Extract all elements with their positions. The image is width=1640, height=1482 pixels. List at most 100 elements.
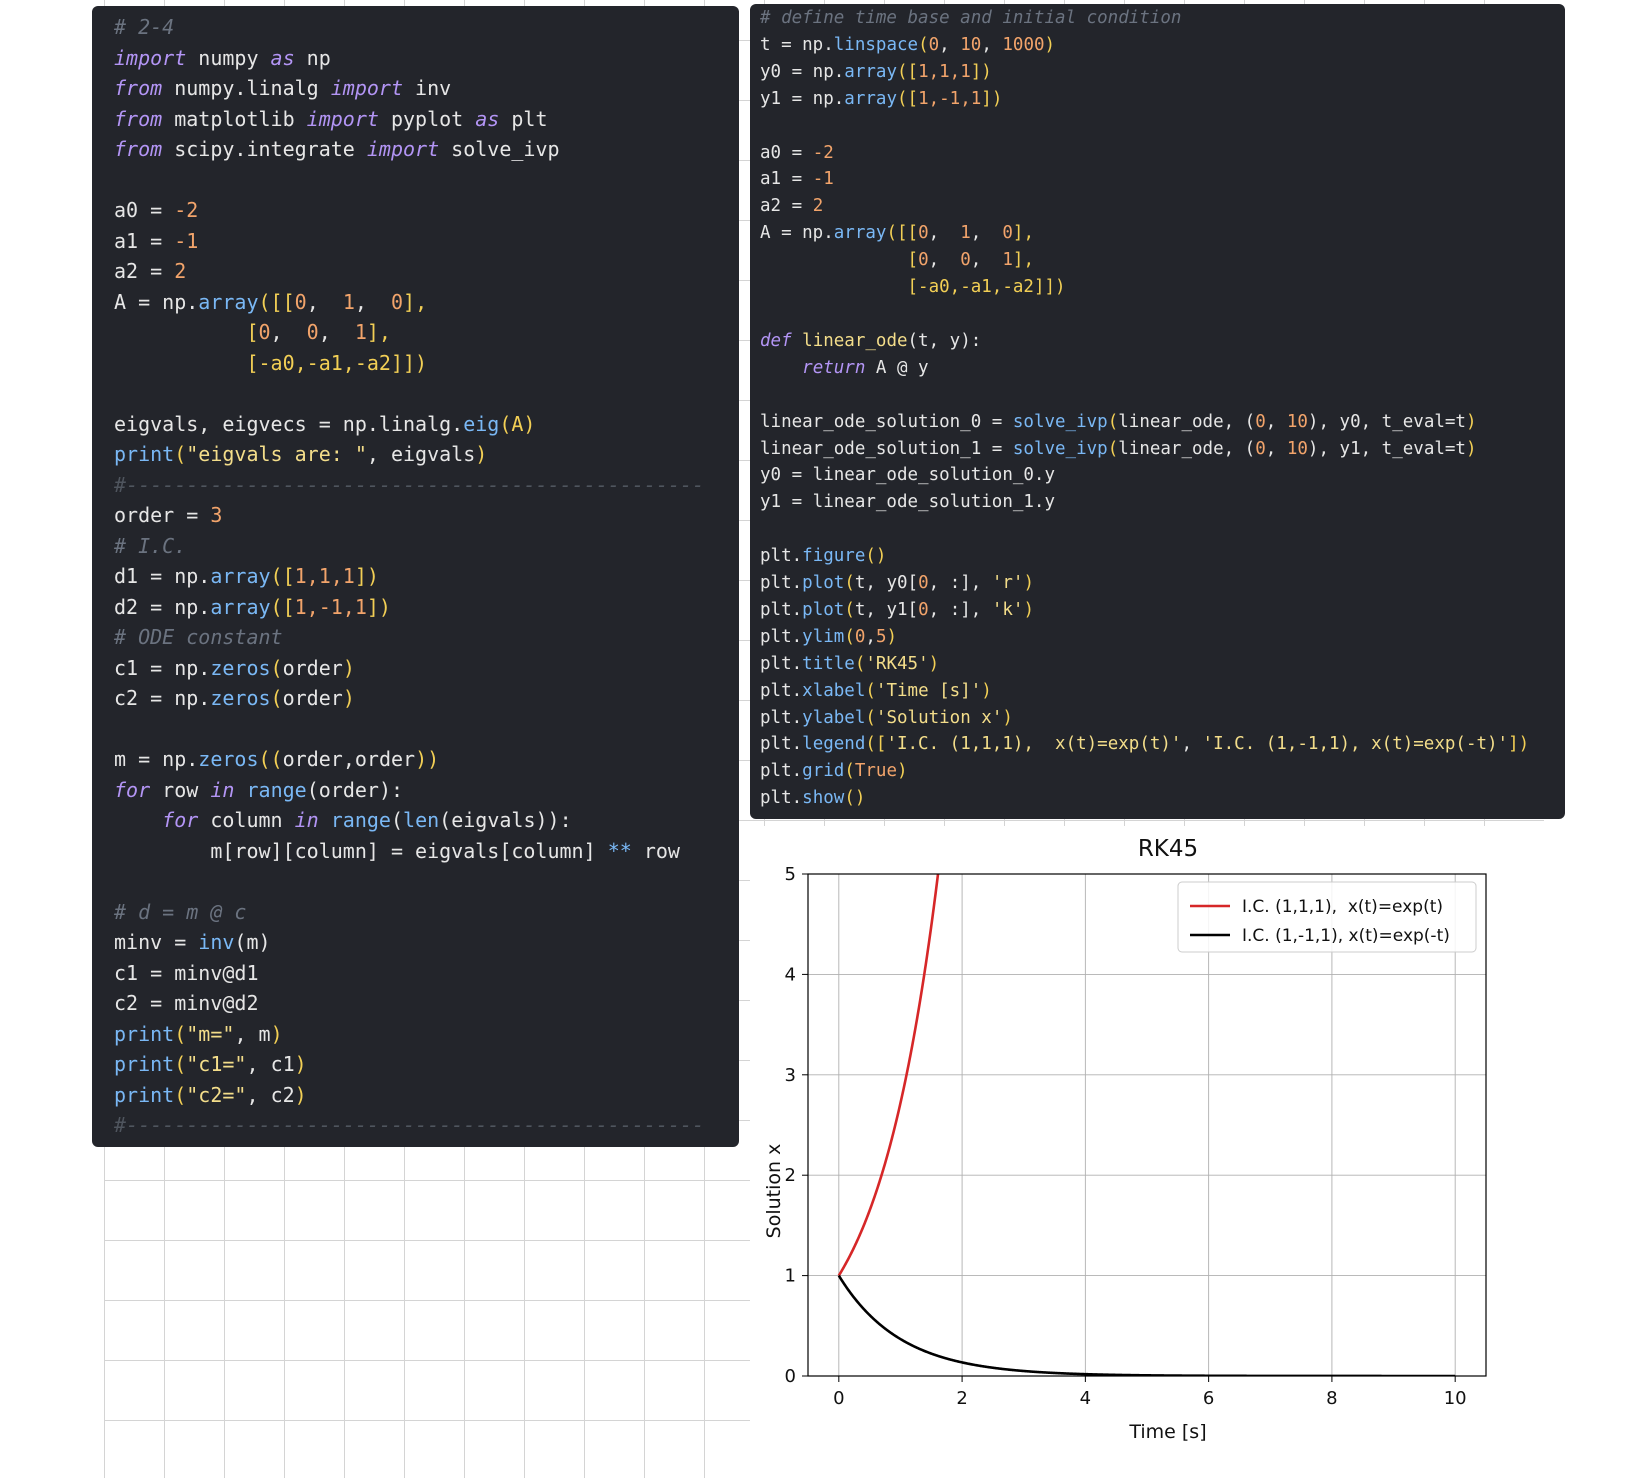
code-token: t = np. [760, 34, 834, 55]
code-token: c1 = np. [114, 655, 211, 680]
code-token: ylabel [802, 707, 866, 728]
y-tick-label: 1 [785, 1266, 796, 1287]
code-token: import [114, 45, 187, 70]
code-token: a0 = [114, 198, 175, 222]
code-line: #---------------------------------------… [114, 1110, 739, 1141]
left-code-panel: # 2-4 import numpy as np from numpy.linalg… [92, 6, 739, 1147]
code-token: ) [886, 626, 898, 647]
code-token: ]) [354, 564, 379, 588]
code-line: plt.ylim(0,5) [760, 624, 1565, 651]
code-token: a2 = [114, 259, 175, 283]
code-token: A = np. [114, 289, 199, 314]
code-token: (m) [234, 930, 271, 954]
legend-label: I.C. (1,1,1), x(t)=exp(t) [1242, 897, 1443, 917]
code-line: a2 = 2 [760, 193, 1565, 220]
code-token: 2 [812, 196, 824, 217]
code-token: ]) [1508, 734, 1530, 755]
code-token: ( [844, 573, 855, 594]
code-token: , [928, 250, 961, 271]
code-token: ], [1012, 250, 1034, 271]
code-token: (( [258, 747, 283, 771]
code-token: order,order [282, 747, 416, 771]
code-token: ( [174, 1052, 187, 1076]
code-token: linear_ode_solution_1 = [760, 438, 1013, 459]
code-token: ( [865, 707, 876, 728]
code-line: [0, 0, 1], [114, 317, 739, 348]
code-token: print [114, 1021, 175, 1046]
code-token: ( [1107, 411, 1119, 432]
code-token: 0 [918, 250, 929, 271]
code-line: plt.plot(t, y1[0, :], 'k') [760, 597, 1565, 624]
code-line: y0 = linear_ode_solution_0.y [760, 462, 1565, 489]
code-token: y0 = linear_ode_solution_0.y [760, 465, 1056, 486]
code-token: 1000 [1002, 34, 1045, 55]
code-line: import numpy as np [114, 43, 739, 74]
code-token: 'Time [s]' [875, 680, 982, 701]
code-token: plt. [760, 653, 803, 674]
code-token: ) [981, 680, 992, 701]
code-token: 0 [390, 289, 404, 314]
code-line: y1 = np.array([1,-1,1]) [760, 86, 1565, 113]
code-token: 0 [258, 320, 271, 344]
code-token: 10 [1286, 411, 1308, 432]
code-line [114, 714, 739, 745]
code-line: c2 = np.zeros(order) [114, 683, 739, 714]
code-token: , :], [928, 599, 992, 620]
code-line [760, 516, 1565, 543]
code-token: , [1265, 411, 1287, 432]
code-token: , [270, 320, 307, 344]
y-tick-label: 2 [785, 1165, 796, 1186]
code-token: y1 = np. [760, 88, 845, 109]
code-line: y0 = np.array([1,1,1]) [760, 59, 1565, 86]
code-token: 0 [918, 573, 929, 594]
code-token: numpy.linalg [162, 76, 331, 100]
code-token: ([ [270, 564, 295, 588]
code-token: ( [854, 653, 866, 674]
code-line: # ODE constant [114, 622, 739, 653]
chart-title: RK45 [1138, 836, 1198, 862]
code-token: 2 [174, 259, 187, 283]
code-token: 1,1,1 [918, 61, 971, 82]
code-token: order = [114, 503, 211, 527]
code-token: , [865, 626, 876, 647]
code-token: 0 [854, 626, 866, 647]
chart-ticks: 0 2 4 6 8 10 0 1 2 3 4 5 [785, 864, 1467, 1409]
code-token: , [318, 320, 355, 344]
code-token: , [928, 223, 961, 244]
code-token: ) [475, 442, 488, 466]
code-line: plt.grid(True) [760, 758, 1565, 785]
code-token: "m=" [186, 1021, 235, 1046]
code-token: , c2 [246, 1082, 295, 1107]
code-token: array [844, 88, 897, 109]
code-token: ylim [802, 626, 845, 647]
code-line: def linear_ode(t, y): [760, 328, 1565, 355]
code-token: solve_ivp [439, 137, 560, 161]
legend-label: I.C. (1,-1,1), x(t)=exp(-t) [1242, 926, 1450, 946]
code-token: t, y0[ [854, 573, 919, 594]
code-token: ], [403, 289, 428, 314]
code-token: ([ [270, 594, 295, 619]
code-token: -1 [812, 169, 834, 190]
code-token [760, 250, 908, 270]
code-token: order [282, 686, 343, 710]
code-token: ( [270, 655, 283, 680]
code-token: plt. [760, 599, 803, 620]
code-token: 1,1,1 [294, 564, 355, 588]
code-token: ) [1044, 34, 1056, 55]
code-line: c1 = minv@d1 [114, 958, 739, 989]
code-token: c1 = minv@d1 [114, 960, 259, 985]
x-axis-label: Time [s] [1128, 1421, 1206, 1443]
code-token: -1 [174, 228, 199, 253]
code-token: 0 [918, 599, 929, 620]
code-token: plt. [760, 707, 803, 728]
code-token: xlabel [802, 680, 866, 701]
code-token: solve_ivp [1012, 411, 1108, 432]
code-token: ) [342, 655, 355, 680]
code-token: #---------------------------------------… [114, 1113, 705, 1137]
code-token: show [802, 788, 845, 809]
x-tick-label: 2 [956, 1388, 967, 1409]
code-token: )) [415, 747, 440, 771]
code-line [114, 378, 739, 409]
code-token: , eigvals [366, 442, 476, 466]
code-token: ** [607, 838, 632, 863]
